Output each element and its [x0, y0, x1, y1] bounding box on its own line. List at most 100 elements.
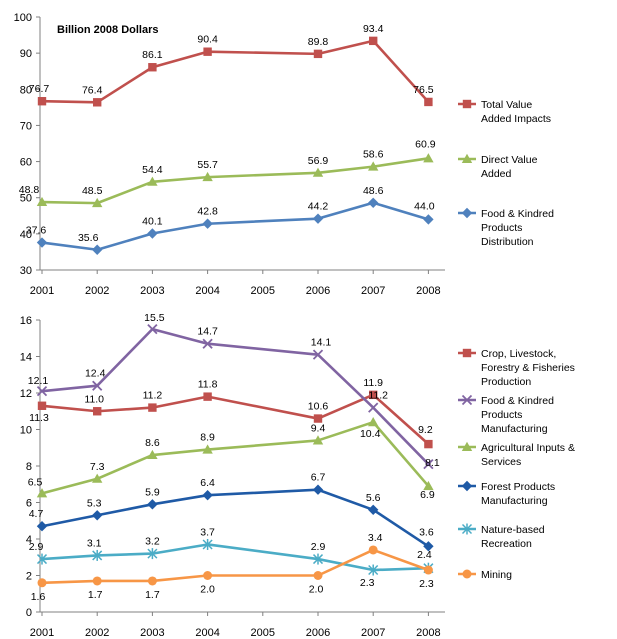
data-label: 8.1: [425, 457, 440, 469]
data-point: [312, 349, 324, 360]
data-point: [313, 414, 323, 423]
data-point: [368, 417, 379, 427]
data-point: [92, 473, 103, 483]
data-point: [202, 171, 213, 182]
y-tick-label: 60: [20, 157, 32, 169]
legend-label: Manufacturing: [481, 423, 548, 435]
chart-panel-2: 0 2 4 6 8 10 12 14 16 2001 2002 2003 2004 2005 2006 200…: [20, 312, 575, 639]
data-label: 11.8: [198, 379, 218, 391]
marker-stroke: [461, 394, 473, 406]
legend-label: Added: [481, 168, 512, 180]
data-label: 11.9: [363, 377, 383, 389]
data-point: [147, 176, 158, 186]
data-label: 86.1: [142, 49, 163, 61]
data-label: 11.0: [84, 393, 104, 405]
data-label: 9.2: [418, 424, 433, 436]
data-point: [36, 386, 48, 397]
legend-entry-forest-products-manufacturing: Forest Products Manufacturing: [458, 480, 555, 507]
data-label: 76.5: [413, 84, 434, 96]
data-point: [93, 407, 102, 416]
legend-entry-total-value-added-impacts: Total Value Added Impacts: [458, 99, 551, 125]
marker-stroke: [312, 349, 324, 360]
legend-label: Forest Products: [481, 481, 555, 493]
marker-stroke: [423, 459, 434, 470]
data-label: 48.5: [82, 185, 103, 197]
data-label: 37.6: [26, 225, 47, 237]
x-tick-label: 2005: [251, 627, 275, 639]
series-agricultural-inputs-services: 6.5 7.3 8.6 8.9 9.4 10.4 6.9: [28, 417, 435, 501]
data-label: 48.6: [363, 185, 384, 197]
data-point: [423, 565, 433, 575]
data-label: 40.1: [142, 215, 163, 227]
legend-marker: [461, 523, 473, 535]
data-point: [368, 161, 379, 171]
x-tick-label: 2008: [416, 285, 440, 297]
x-tick-label: 2004: [195, 627, 219, 639]
data-label: 2.9: [311, 541, 326, 553]
data-label: 1.7: [145, 589, 160, 601]
y-tick-label: 30: [20, 265, 32, 277]
data-label: 9.4: [311, 422, 326, 434]
data-point: [313, 49, 323, 59]
y-tick-label: 16: [20, 315, 32, 327]
data-point: [202, 444, 213, 454]
data-point: [423, 214, 434, 225]
data-label: 5.3: [87, 497, 102, 509]
data-label: 56.9: [308, 155, 329, 167]
legend-label: Food & Kindred: [481, 395, 554, 407]
data-label: 55.7: [197, 159, 218, 171]
data-label: 89.8: [308, 36, 329, 48]
data-label: 35.6: [78, 232, 99, 244]
data-label: 10.4: [360, 428, 381, 440]
data-label: 2.3: [419, 578, 434, 590]
legend-label: Direct Value: [481, 154, 538, 166]
y-tick-label: 50: [20, 193, 32, 205]
legend-entry-nature-based-recreation: Nature-based Recreation: [458, 523, 545, 550]
data-label: 90.4: [197, 34, 218, 46]
data-label: 15.5: [144, 312, 165, 324]
data-point: [368, 564, 379, 576]
series-food-kindred-products-distribution: 37.6 35.6 40.1 42.8 44.2 48.6 44.0: [26, 185, 435, 255]
data-point: [92, 197, 103, 208]
data-point: [203, 571, 213, 580]
data-label: 54.4: [142, 164, 163, 176]
data-point: [37, 578, 47, 588]
chart-note: Billion 2008 Dollars: [57, 24, 158, 36]
marker-stroke: [92, 380, 103, 391]
data-point: [368, 197, 379, 208]
chart-panel-1: 30 40 50 60 70 80 90 100 2001 2002 2003 2004 2005 200…: [14, 12, 554, 297]
data-label: 3.1: [87, 537, 102, 549]
data-label: 76.7: [29, 83, 50, 95]
data-label: 6.9: [420, 489, 435, 501]
data-label: 60.9: [415, 138, 436, 150]
legend-label: Crop, Livestock,: [481, 348, 556, 360]
data-label: 3.4: [368, 532, 383, 544]
data-label: 2.0: [200, 584, 215, 596]
data-point: [148, 403, 157, 412]
data-point: [423, 153, 434, 163]
data-label: 2.0: [309, 584, 324, 596]
y-tick-label: 10: [20, 425, 32, 437]
data-point: [202, 218, 213, 229]
legend-label: Forestry & Fisheries: [481, 362, 575, 374]
data-label: 11.2: [143, 390, 163, 402]
series-nature-based-recreation: 2.9 3.1 3.2 3.7 2.9 2.3 2.4: [29, 526, 434, 589]
y-tick-label: 12: [20, 388, 32, 400]
legend-label: Recreation: [481, 538, 532, 550]
legend-label: Added Impacts: [481, 113, 551, 125]
legend-label: Products: [481, 222, 522, 234]
legend-entry-direct-value-added: Direct Value Added: [458, 153, 538, 180]
data-label: 5.6: [366, 492, 381, 504]
data-point: [36, 553, 48, 565]
data-label: 44.2: [308, 201, 329, 213]
x-tick-label: 2003: [140, 285, 164, 297]
x-tick-label: 2001: [30, 285, 54, 297]
data-point: [312, 484, 324, 495]
data-point: [203, 47, 212, 56]
data-label: 6.7: [311, 472, 326, 484]
legend-entry-food-kindred-products-distribution: Food & Kindred Products Distribution: [458, 207, 554, 248]
data-label: 42.8: [197, 206, 218, 218]
legend-entry-agricultural-inputs-services: Agricultural Inputs & Services: [458, 441, 575, 468]
data-point: [312, 435, 324, 445]
data-label: 8.6: [145, 437, 160, 449]
